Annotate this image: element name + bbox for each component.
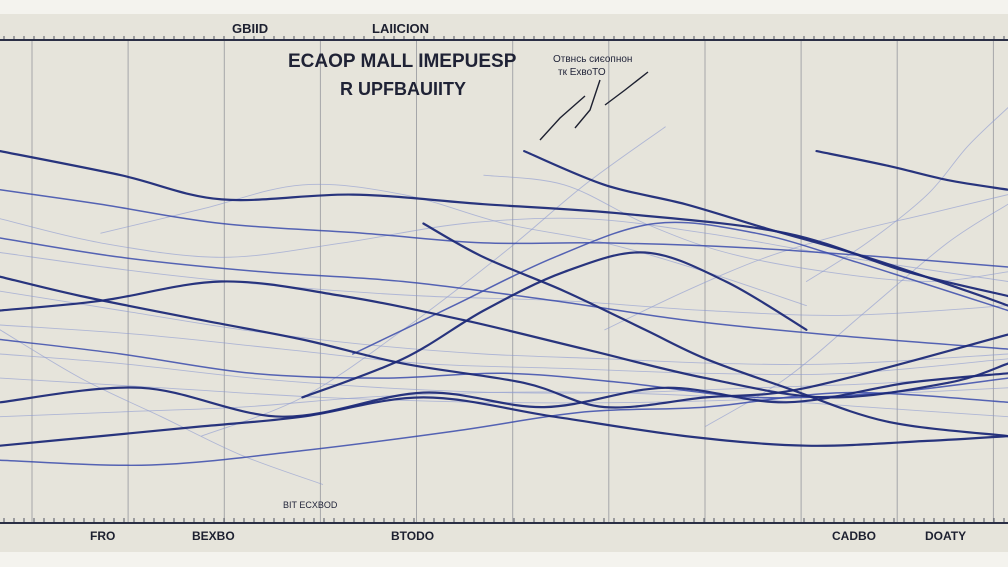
plot-frame — [0, 14, 1008, 552]
series-line-8 — [422, 222, 1008, 438]
series-line-23 — [604, 194, 1008, 331]
series-line-15 — [0, 252, 1008, 316]
series-line-3 — [0, 372, 1008, 418]
series-line-16 — [0, 290, 1008, 365]
series-line-2 — [0, 280, 1008, 399]
bottom-label-5: DOATY — [925, 529, 966, 543]
axis-ticks — [3, 36, 1005, 523]
series-line-5 — [0, 275, 1008, 409]
series-line-7 — [523, 150, 1008, 307]
top-label-left: GBIID — [232, 21, 268, 36]
series-line-6 — [301, 251, 808, 399]
series-line-12 — [0, 391, 1008, 467]
bottom-label-1: FRO — [90, 529, 115, 543]
series-line-14 — [0, 237, 1008, 350]
bottom-label-2: BEXBO — [192, 529, 235, 543]
series-line-21 — [100, 183, 807, 307]
chart-subtitle: R UPFBAUIITY — [340, 79, 466, 99]
series-line-9 — [815, 150, 1008, 191]
series-line-4 — [0, 396, 1008, 447]
series-line-24 — [0, 391, 1008, 418]
series-line-25 — [201, 126, 666, 437]
series-line-10 — [0, 188, 1008, 268]
bottom-label-3: BTODO — [391, 529, 434, 543]
series-line-22 — [483, 174, 1008, 282]
annotation-leader-lines — [539, 71, 649, 141]
series-line-13 — [352, 221, 1008, 355]
annotation-top-right-line1: Oтвнсь сиєопнон — [553, 54, 632, 65]
bottom-label-4: CADBO — [832, 529, 876, 543]
series-line-27 — [0, 329, 324, 485]
top-label-center: LAIICION — [372, 21, 429, 36]
chart-title: ECAOP MALL IMEPUESP — [288, 51, 517, 72]
grid-lines — [31, 40, 994, 523]
series-line-11 — [0, 338, 1008, 399]
series-layer — [0, 107, 1008, 485]
annotation-bottom: BIT ECXBOD — [283, 500, 338, 510]
annotation-top-right-line2: тк ЕхвоТО — [558, 67, 606, 78]
series-line-17 — [0, 324, 1008, 376]
series-line-19 — [0, 377, 1008, 404]
